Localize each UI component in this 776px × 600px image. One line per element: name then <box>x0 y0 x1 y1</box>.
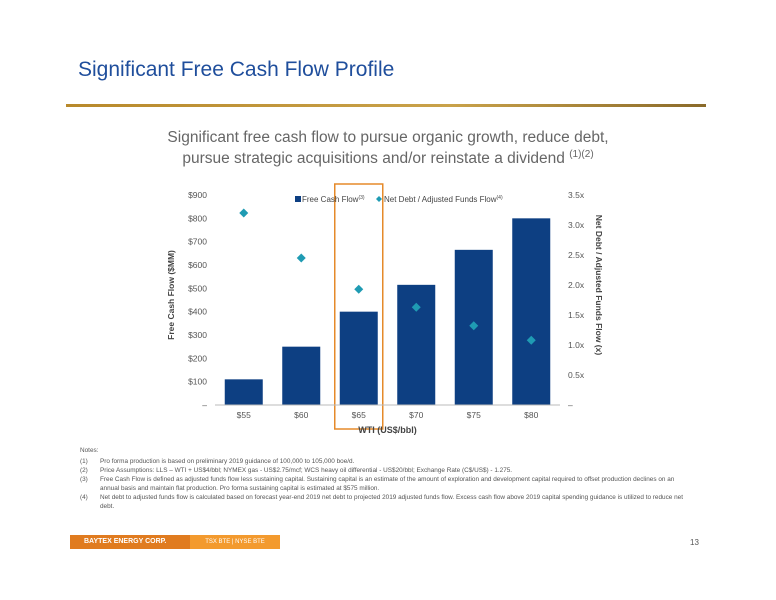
point-60 <box>296 253 306 263</box>
legend-scatter-sup: (4) <box>497 195 503 201</box>
y-tick-label: $100 <box>188 377 207 387</box>
y2-tick-label: 3.0x <box>568 220 585 230</box>
note-text: Net debt to adjusted funds flow is calcu… <box>100 494 683 510</box>
note-number: (2) <box>80 467 88 474</box>
note-number: (3) <box>80 476 88 483</box>
x-axis-label: WTI (US$/bbl) <box>358 425 417 435</box>
x-tick-label: $60 <box>294 410 308 420</box>
notes-heading: Notes: <box>80 447 99 454</box>
legend-bar-text: Free Cash Flow <box>302 195 359 204</box>
notes-section: Notes: (1) Pro forma production is based… <box>80 446 692 511</box>
x-tick-label: $70 <box>409 410 423 420</box>
subtitle-footnote-ref: (1)(2) <box>569 149 594 160</box>
y-tick-label: $500 <box>188 283 207 293</box>
bar-55 <box>224 379 263 405</box>
note-text: Free Cash Flow is defined as adjusted fu… <box>100 476 675 492</box>
legend-diamond-swatch <box>376 196 382 202</box>
y-tick-label: $300 <box>188 330 207 340</box>
point-75 <box>469 321 479 331</box>
y-tick-label: $600 <box>188 260 207 270</box>
y-axis-label: Free Cash Flow ($MM) <box>166 250 176 340</box>
chart-subtitle: Significant free cash flow to pursue org… <box>100 129 676 167</box>
bar-80 <box>512 218 551 405</box>
legend-bar-label: Free Cash Flow(3) <box>302 195 365 204</box>
footer-brand-logo: BAYTEX ENERGY CORP. <box>70 535 190 549</box>
x-tick-label: $80 <box>524 410 538 420</box>
y-tick-label: $400 <box>188 307 207 317</box>
footer-tickers: TSX BTE | NYSE BTE <box>190 535 280 549</box>
x-tick-label: $65 <box>352 410 366 420</box>
y2-tick-label: – <box>568 400 573 410</box>
free-cash-flow-chart: – $100 $200 $300 $400 $500 $600 $700 $800 $900 – 0… <box>166 183 604 435</box>
note-number: (1) <box>80 458 88 465</box>
x-axis-ticks: $55 $60 $65 $70 $75 $80 <box>237 410 539 420</box>
y-tick-label: $800 <box>188 213 207 223</box>
note-text: Pro forma production is based on prelimi… <box>100 458 355 465</box>
x-tick-label: $55 <box>237 410 251 420</box>
note-item: (3) Free Cash Flow is defined as adjuste… <box>80 475 692 493</box>
legend-bar-swatch <box>295 196 301 202</box>
note-item: (1) Pro forma production is based on pre… <box>80 457 692 466</box>
legend-scatter-text: Net Debt / Adjusted Funds Flow <box>384 195 497 204</box>
point-65 <box>354 284 364 294</box>
y2-tick-label: 1.5x <box>568 310 585 320</box>
y-tick-label: – <box>202 400 207 410</box>
note-number: (4) <box>80 494 88 501</box>
y2-tick-label: 2.0x <box>568 280 585 290</box>
y2-tick-label: 2.5x <box>568 250 585 260</box>
bar-60 <box>282 346 321 405</box>
highlight-box <box>334 183 384 430</box>
note-item: (4) Net debt to adjusted funds flow is c… <box>80 493 692 511</box>
page-number: 13 <box>690 538 699 547</box>
chart-legend: Free Cash Flow(3) Net Debt / Adjusted Fu… <box>295 195 503 204</box>
y-tick-label: $900 <box>188 190 207 200</box>
point-70 <box>411 302 421 312</box>
subtitle-line-1: Significant free cash flow to pursue org… <box>167 129 609 146</box>
legend-bar-sup: (3) <box>358 195 364 201</box>
y-tick-label: $700 <box>188 237 207 247</box>
left-axis-ticks: – $100 $200 $300 $400 $500 $600 $700 $800 $900 <box>188 190 207 410</box>
x-tick-label: $75 <box>467 410 481 420</box>
scatter-series <box>239 208 536 345</box>
y2-tick-label: 3.5x <box>568 190 585 200</box>
y-tick-label: $200 <box>188 353 207 363</box>
title-divider <box>66 104 706 107</box>
legend-scatter-label: Net Debt / Adjusted Funds Flow(4) <box>384 195 503 204</box>
y2-tick-label: 0.5x <box>568 370 585 380</box>
page-title: Significant Free Cash Flow Profile <box>78 58 395 81</box>
point-55 <box>239 208 249 218</box>
y2-tick-label: 1.0x <box>568 340 585 350</box>
subtitle-line-2: pursue strategic acquisitions and/or rei… <box>182 150 565 168</box>
y2-axis-label: Net Debt / Adjusted Funds Flow (x) <box>594 215 604 356</box>
bar-series <box>224 218 551 405</box>
bar-65 <box>339 311 378 405</box>
point-80 <box>526 335 536 345</box>
note-text: Price Assumptions: LLS – WTI + US$4/bbl;… <box>100 467 513 474</box>
note-item: (2) Price Assumptions: LLS – WTI + US$4/… <box>80 466 692 475</box>
right-axis-ticks: – 0.5x 1.0x 1.5x 2.0x 2.5x 3.0x 3.5x <box>568 190 585 410</box>
